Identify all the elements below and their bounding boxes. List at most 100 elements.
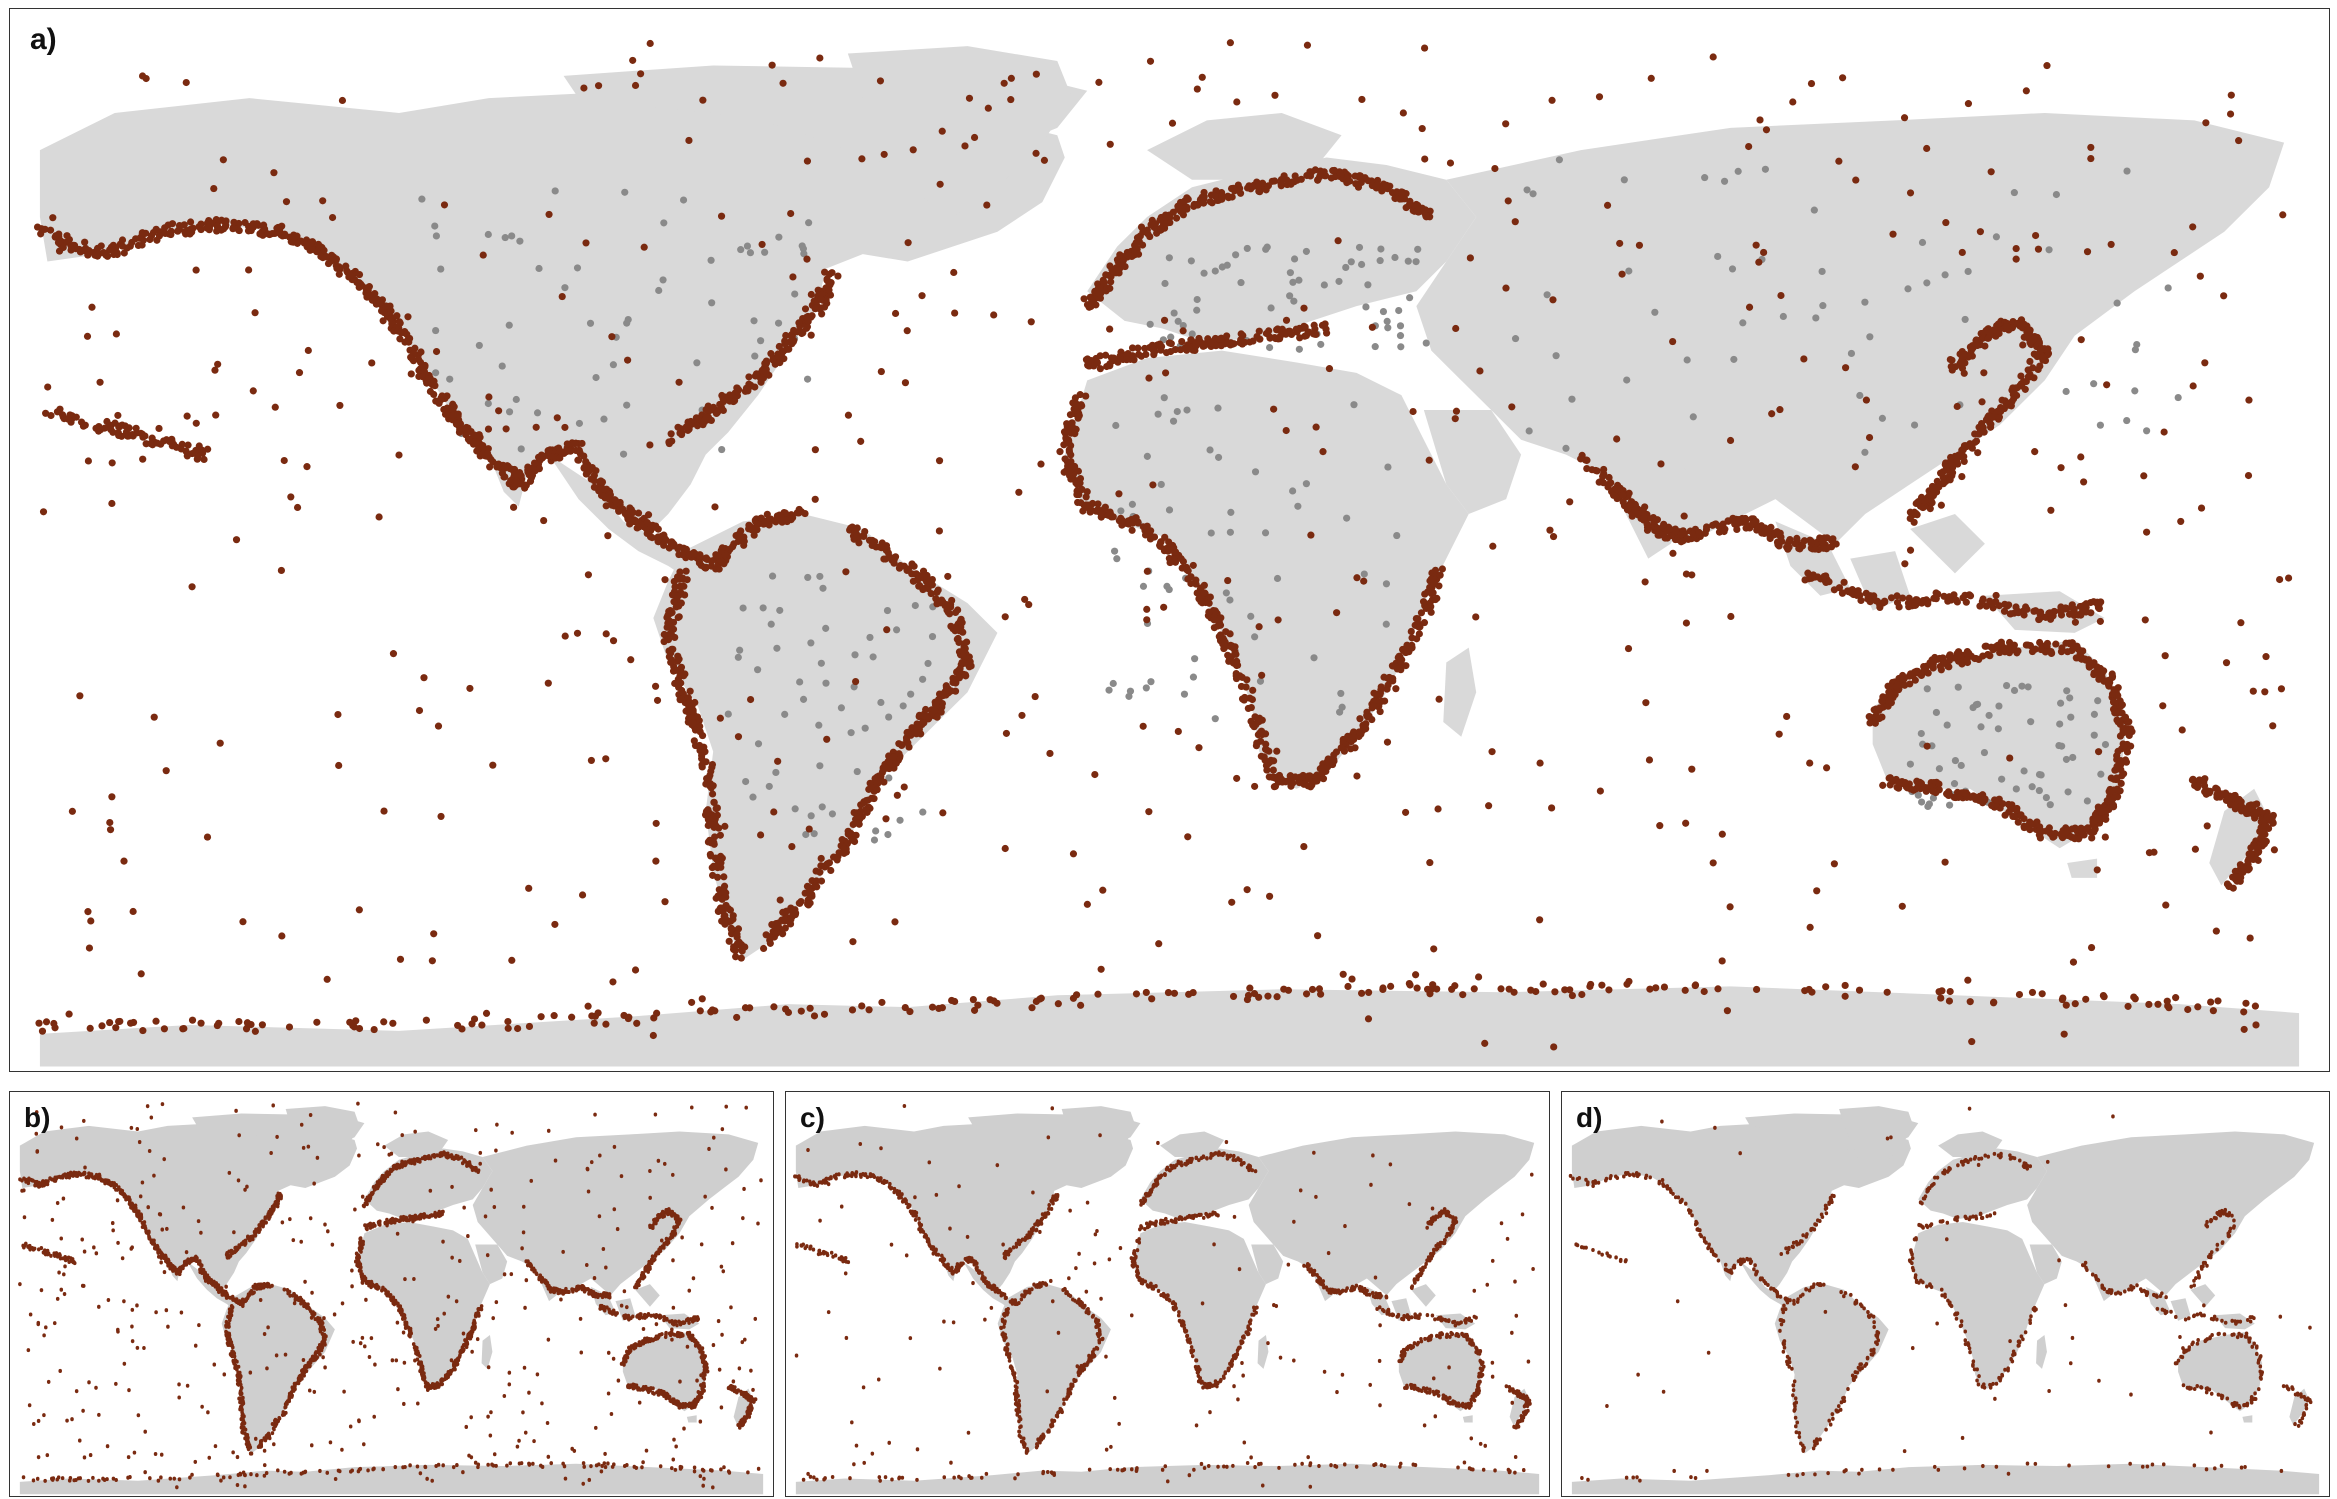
occurrence-dot: [2196, 272, 2204, 280]
occurrence-dot: [1600, 465, 1608, 474]
inland-dot: [1914, 791, 1922, 799]
inland-dot: [1143, 452, 1151, 460]
occurrence-dot: [2108, 670, 2116, 678]
occurrence-dot: [1726, 903, 1734, 911]
occurrence-dot: [2036, 831, 2044, 839]
occurrence-dot: [1452, 324, 1460, 333]
inland-dot: [1924, 802, 1932, 811]
occurrence-dot: [1255, 623, 1263, 631]
occurrence-dot: [2087, 143, 2095, 151]
inland-dot: [2010, 686, 2019, 695]
occurrence-dot: [556, 454, 564, 462]
occurrence-dot: [779, 79, 787, 87]
occurrence-dot: [128, 238, 136, 247]
occurrence-dot: [1624, 645, 1633, 653]
occurrence-dot: [695, 727, 704, 735]
occurrence-dot: [2020, 320, 2028, 328]
occurrence-dot: [51, 1024, 59, 1032]
inland-dot: [2062, 755, 2071, 763]
occurrence-dot: [1878, 697, 1886, 705]
occurrence-dot: [1402, 204, 1410, 212]
occurrence-dot: [1250, 723, 1258, 731]
occurrence-dot: [865, 1006, 873, 1014]
occurrence-dot: [164, 221, 172, 229]
occurrence-dot: [249, 387, 257, 395]
occurrence-dot: [334, 710, 342, 719]
occurrence-dot: [1426, 859, 1434, 867]
occurrence-dot: [852, 530, 860, 538]
occurrence-dot: [1313, 777, 1321, 785]
inland-dot: [798, 242, 806, 250]
inland-dot: [1995, 702, 2003, 710]
occurrence-dot: [789, 273, 797, 281]
occurrence-dot: [440, 405, 448, 414]
occurrence-dot: [1990, 326, 1998, 334]
inland-dot: [600, 415, 608, 423]
occurrence-dot: [1887, 775, 1895, 783]
inland-dot: [1295, 276, 1303, 284]
occurrence-dot: [2044, 345, 2052, 353]
occurrence-dot: [2249, 687, 2257, 695]
inland-dot: [1739, 319, 1747, 327]
occurrence-dot: [365, 291, 374, 299]
occurrence-dot: [1954, 652, 1962, 660]
inland-dot: [1286, 292, 1294, 300]
occurrence-dot: [2068, 639, 2076, 647]
occurrence-dot: [2178, 726, 2186, 734]
occurrence-dot: [1250, 990, 1259, 998]
inland-dot: [1170, 309, 1178, 317]
occurrence-dot: [1115, 490, 1123, 498]
inland-dot: [1193, 306, 1201, 314]
occurrence-dot: [155, 424, 163, 433]
inland-dot: [1226, 596, 1234, 604]
occurrence-dot: [1237, 330, 1245, 338]
occurrence-dot: [713, 804, 721, 812]
inland-dot: [1384, 463, 1392, 471]
occurrence-dot: [1910, 518, 1918, 526]
inland-dot: [1289, 278, 1297, 286]
occurrence-dot: [515, 469, 524, 477]
occurrence-dot: [734, 733, 743, 741]
occurrence-dot: [2021, 603, 2030, 611]
occurrence-dot: [1339, 970, 1347, 978]
occurrence-dot: [471, 438, 479, 446]
occurrence-dot: [631, 81, 640, 90]
inland-dot: [1779, 312, 1787, 321]
inland-dot: [1810, 206, 1818, 214]
occurrence-dot: [703, 807, 711, 815]
occurrence-dot: [670, 540, 678, 549]
occurrence-dot: [395, 451, 403, 459]
occurrence-dot: [540, 516, 548, 525]
occurrence-dot: [1277, 175, 1286, 184]
occurrence-dot: [1681, 986, 1689, 994]
occurrence-dot: [1210, 624, 1218, 632]
occurrence-dot: [1852, 176, 1860, 184]
inland-dot: [1384, 324, 1392, 332]
occurrence-dot: [880, 150, 888, 158]
occurrence-dot: [675, 679, 683, 687]
occurrence-dot: [634, 509, 643, 517]
occurrence-dot: [774, 757, 782, 765]
occurrence-dot: [1007, 96, 1015, 104]
occurrence-dot: [1377, 683, 1385, 691]
occurrence-dot: [1403, 641, 1411, 649]
occurrence-dot: [2194, 781, 2202, 790]
occurrence-dot: [2237, 619, 2245, 627]
occurrence-dot: [699, 96, 707, 104]
inland-dot: [1183, 406, 1191, 414]
inland-dot: [746, 249, 755, 257]
occurrence-dot: [604, 532, 612, 540]
inland-dot: [1105, 686, 1113, 694]
inland-dot: [896, 816, 904, 824]
occurrence-dot: [761, 359, 769, 367]
occurrence-dot: [711, 854, 720, 862]
occurrence-dot: [501, 464, 509, 472]
occurrence-dot: [1987, 168, 1995, 176]
occurrence-dot: [1376, 707, 1384, 716]
occurrence-dot: [85, 944, 94, 952]
occurrence-dot: [957, 615, 965, 623]
inland-records-a: [418, 156, 2182, 844]
occurrence-dot: [876, 543, 884, 551]
inland-dot: [1651, 308, 1659, 316]
inland-dot: [2018, 682, 2026, 690]
